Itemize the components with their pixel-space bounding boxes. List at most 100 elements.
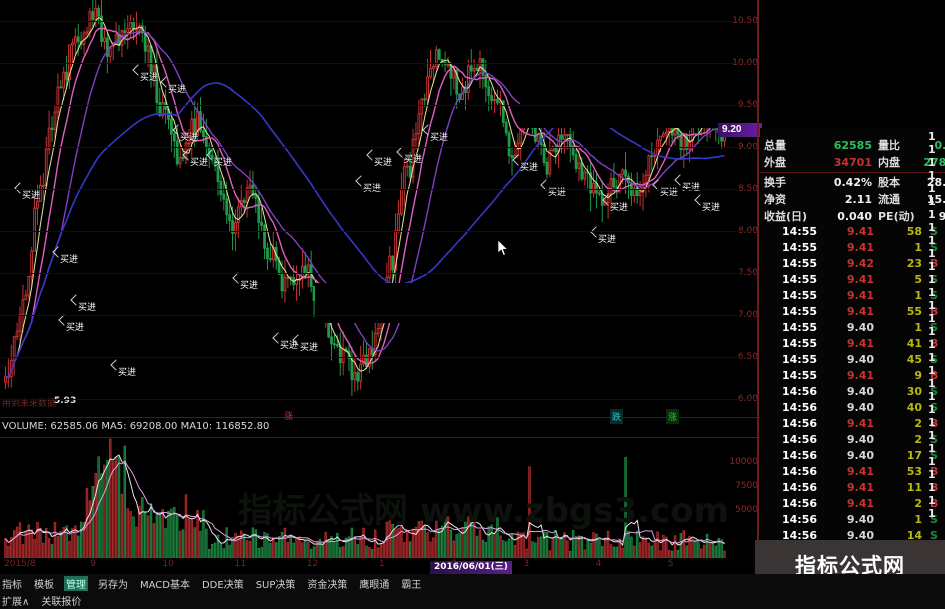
- candle-body: [225, 198, 229, 216]
- candle-body: [327, 320, 331, 338]
- tick-row[interactable]: 14:56 9.40 17 S: [760, 448, 945, 464]
- candle-body: [399, 188, 403, 215]
- toolbar-item-3[interactable]: 另存为: [98, 580, 128, 591]
- volume-bar: [68, 540, 71, 558]
- tick-volume: 45: [906, 353, 922, 366]
- edge-digit: 1: [928, 195, 936, 208]
- stat-value-2: 15.0: [926, 193, 945, 206]
- volume-bar: [644, 537, 648, 558]
- volume-bar: [475, 535, 479, 558]
- volume-bar: [408, 541, 412, 558]
- price-gridline: [0, 63, 760, 64]
- tick-row[interactable]: 14:55 9.41 55 B: [760, 304, 945, 320]
- volume-bar: [164, 527, 167, 558]
- tick-row[interactable]: 14:56 9.40 30 S: [760, 384, 945, 400]
- volume-chart-area[interactable]: [0, 438, 760, 558]
- edge-digit: 1: [928, 325, 936, 338]
- candle-body: [577, 162, 581, 169]
- tick-row[interactable]: 14:56 9.40 14 S: [760, 528, 945, 540]
- date-axis-tick: 11: [234, 559, 247, 569]
- candle-body: [513, 154, 517, 159]
- volume-bar: [679, 533, 683, 558]
- volume-bar: [697, 539, 700, 558]
- bottom-toolbar[interactable]: 指标 模板 管理 另存为 MACD基本 DDE决策 SUP决策 资金决策 鹰眼通 霸王 扩展∧ 关联…: [0, 574, 945, 609]
- tick-direction-flag: B: [930, 337, 939, 350]
- tick-row[interactable]: 14:56 9.41 11 B: [760, 480, 945, 496]
- volume-bar: [542, 531, 546, 558]
- tick-row[interactable]: 14:55 9.41 1 S: [760, 240, 945, 256]
- tick-row[interactable]: 14:55 9.41 41 B: [760, 336, 945, 352]
- tick-direction-flag: S: [930, 385, 938, 398]
- toolbar-item-2[interactable]: 管理: [64, 576, 88, 591]
- tick-row[interactable]: 14:55 9.41 58 S: [760, 224, 945, 240]
- volume-bar: [161, 509, 164, 558]
- tick-direction-flag: B: [930, 417, 939, 430]
- volume-bar: [595, 533, 598, 558]
- volume-bar: [391, 524, 394, 558]
- ma-line: [5, 16, 725, 378]
- candle-body: [542, 144, 546, 164]
- toolbar-item-0[interactable]: 扩展∧: [2, 597, 30, 608]
- volume-bar: [15, 526, 19, 558]
- candle-body: [490, 95, 494, 102]
- tick-row[interactable]: 14:56 9.41 2 B: [760, 416, 945, 432]
- volume-bar: [120, 493, 124, 558]
- buy-signal-label: 买进: [190, 158, 209, 168]
- volume-bar: [158, 514, 161, 558]
- tick-price: 9.40: [846, 353, 874, 366]
- candle-body: [36, 200, 39, 209]
- toolbar-item-8[interactable]: 鹰眼通: [359, 580, 390, 591]
- candle-body: [560, 134, 563, 140]
- tick-row[interactable]: 14:55 9.40 1 S: [760, 320, 945, 336]
- toolbar-item-9[interactable]: 霸王: [401, 580, 422, 591]
- volume-bar: [210, 544, 214, 558]
- toolbar-item-1[interactable]: 模板: [34, 580, 54, 591]
- tick-row[interactable]: 14:55 9.41 9 B: [760, 368, 945, 384]
- tick-row[interactable]: 14:55 9.42 23 B: [760, 256, 945, 272]
- tick-row[interactable]: 14:55 9.40 45 S: [760, 352, 945, 368]
- date-axis-tick: 5: [667, 559, 674, 569]
- toolbar-item-7[interactable]: 资金决策: [307, 580, 348, 591]
- tick-volume: 41: [906, 337, 922, 350]
- tick-time: 14:55: [782, 337, 818, 350]
- toolbar-item-4[interactable]: MACD基本: [140, 580, 190, 591]
- toolbar-item-0[interactable]: 指标: [2, 580, 22, 591]
- tick-row[interactable]: 14:55 9.41 1 S: [760, 288, 945, 304]
- tick-time: 14:55: [782, 241, 818, 254]
- marker-cyan: 跌: [610, 409, 624, 424]
- tick-row[interactable]: 14:56 9.40 1 S: [760, 512, 945, 528]
- quote-panel[interactable]: 总量 62585 量比 0.1 外盘 34701 内盘 2780 换手 0.42% 股本 28.1 净资…: [760, 128, 945, 540]
- volume-bar: [327, 539, 330, 558]
- quote-stat-row: 外盘 34701 内盘 2780: [760, 154, 945, 171]
- buy-signal-label: 买进: [168, 85, 187, 95]
- volume-bar: [333, 542, 336, 558]
- volume-bar: [397, 527, 400, 558]
- tick-row[interactable]: 14:56 9.41 53 B: [760, 464, 945, 480]
- volume-bar: [50, 544, 54, 558]
- toolbar-item-6[interactable]: SUP决策: [255, 580, 296, 591]
- ma-line: [5, 27, 725, 378]
- price-gridline: [0, 105, 760, 106]
- edge-digit: 1: [928, 130, 936, 143]
- candle-body: [437, 49, 441, 60]
- tick-row[interactable]: 14:56 9.40 2 S: [760, 432, 945, 448]
- volume-bar: [502, 540, 505, 558]
- volume-bar: [91, 485, 94, 558]
- tick-row[interactable]: 14:56 9.40 40 S: [760, 400, 945, 416]
- volume-bar: [138, 505, 141, 558]
- tick-transaction-list[interactable]: 14:55 9.41 58 S 14:55 9.41 1 S 14:55 9.42 23 B 14:55…: [760, 224, 945, 540]
- candle-body: [178, 156, 182, 165]
- volume-bar: [167, 510, 170, 558]
- tick-row[interactable]: 14:56 9.41 2 B: [760, 496, 945, 512]
- toolbar-item-1[interactable]: 关联报价: [41, 597, 82, 608]
- volume-bar: [708, 543, 712, 558]
- volume-bar: [228, 544, 231, 558]
- date-axis-tick: 1: [379, 559, 385, 569]
- date-axis-tick: 3: [523, 559, 530, 569]
- toolbar-item-5[interactable]: DDE决策: [201, 580, 244, 591]
- volume-bar: [691, 538, 694, 558]
- tick-time: 14:56: [782, 433, 818, 446]
- tick-row[interactable]: 14:55 9.41 5 S: [760, 272, 945, 288]
- tick-direction-flag: B: [930, 369, 939, 382]
- candle-body: [338, 345, 342, 364]
